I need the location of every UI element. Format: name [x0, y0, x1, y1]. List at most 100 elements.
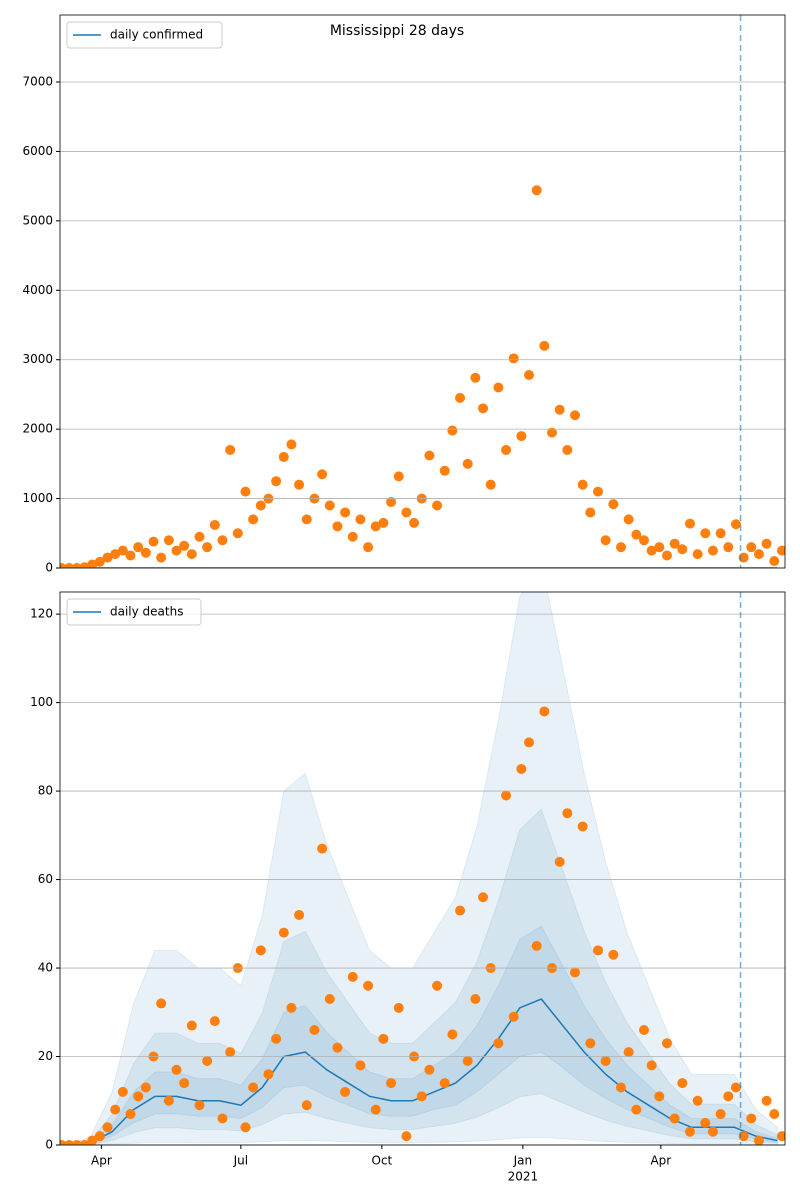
x-tick-label: Jul	[233, 1154, 248, 1168]
data-point	[301, 514, 312, 525]
data-point	[286, 1002, 297, 1013]
data-point	[301, 1100, 312, 1111]
y-tick-label: 7000	[22, 74, 53, 88]
data-point	[600, 535, 611, 546]
data-point	[669, 538, 680, 549]
data-point	[585, 1038, 596, 1049]
data-point	[401, 1131, 412, 1142]
data-point	[462, 458, 473, 469]
data-point	[700, 528, 711, 539]
data-point	[140, 547, 151, 558]
data-point	[485, 479, 496, 490]
data-point	[209, 1016, 220, 1027]
panel: 0 1000 2000 3000 4000 5000 6000 7000 Mississippi…	[22, 14, 786, 575]
y-tick-label: 1000	[22, 491, 53, 505]
data-point	[133, 1091, 144, 1102]
data-point	[516, 431, 527, 442]
data-point	[386, 1078, 397, 1089]
data-point	[133, 542, 144, 553]
data-point	[156, 552, 167, 563]
data-point	[432, 500, 443, 511]
data-point	[508, 1011, 519, 1022]
data-point	[432, 980, 443, 991]
data-point	[562, 808, 573, 819]
data-point	[608, 949, 619, 960]
data-point	[623, 514, 634, 525]
data-point	[255, 945, 266, 956]
data-point	[271, 1033, 282, 1044]
data-point	[516, 763, 527, 774]
chart-title: Mississippi 28 days	[330, 23, 464, 39]
data-point	[202, 542, 213, 553]
data-point	[217, 1113, 228, 1124]
data-point	[661, 550, 672, 561]
data-point	[340, 507, 351, 518]
data-point	[730, 1082, 741, 1093]
data-point	[424, 450, 435, 461]
x-tick-label: Apr	[650, 1154, 671, 1168]
data-point	[531, 185, 542, 196]
data-point	[232, 528, 243, 539]
data-point	[554, 404, 565, 415]
data-point	[524, 369, 535, 380]
data-point	[125, 1109, 136, 1120]
data-point	[79, 1140, 90, 1145]
data-point	[186, 549, 197, 560]
data-point	[217, 535, 228, 546]
legend-box	[66, 598, 202, 626]
data-point	[677, 1078, 688, 1089]
data-point	[585, 507, 596, 518]
data-point	[470, 994, 481, 1005]
data-point	[401, 507, 412, 518]
data-point	[776, 545, 785, 556]
data-point	[347, 971, 358, 982]
panel: 0 20 40 60 80 100 120 Apr Jul Oct Jan Apr 2021 daily …	[30, 591, 786, 1184]
data-point	[309, 1024, 320, 1035]
data-point	[240, 486, 251, 497]
data-point	[493, 1038, 504, 1049]
data-point	[71, 563, 82, 568]
data-point	[615, 542, 626, 553]
data-point	[439, 1078, 450, 1089]
data-point	[707, 1126, 718, 1137]
data-point	[684, 1126, 695, 1137]
data-point	[501, 790, 512, 801]
data-point	[746, 542, 757, 553]
data-point	[700, 1117, 711, 1128]
data-point	[447, 425, 458, 436]
data-point	[393, 1002, 404, 1013]
data-point	[370, 1104, 381, 1115]
y-tick-label: 5000	[22, 213, 53, 227]
y-tick-label: 100	[30, 695, 53, 709]
data-point	[447, 1029, 458, 1040]
data-point	[723, 542, 734, 553]
data-point	[355, 514, 366, 525]
data-point	[769, 1109, 780, 1120]
data-point	[94, 556, 105, 567]
data-point	[370, 521, 381, 532]
y-tick-label: 3000	[22, 352, 53, 366]
data-point	[692, 1095, 703, 1106]
data-point	[225, 444, 236, 455]
data-point	[225, 1047, 236, 1058]
y-tick-label: 80	[38, 784, 53, 798]
data-point	[340, 1086, 351, 1097]
plot-frame	[59, 14, 786, 569]
data-point	[570, 410, 581, 421]
uncertainty-band	[69, 808, 778, 1145]
data-point	[317, 469, 328, 480]
data-point	[547, 427, 558, 438]
data-point	[562, 444, 573, 455]
data-point	[707, 545, 718, 556]
data-point	[194, 1100, 205, 1111]
y-tick-label: 120	[30, 607, 53, 621]
legend-label: daily deaths	[110, 605, 183, 619]
data-point	[347, 531, 358, 542]
data-point	[715, 528, 726, 539]
data-point	[455, 392, 466, 403]
data-point	[202, 1055, 213, 1066]
data-point	[646, 1060, 657, 1071]
data-point	[539, 706, 550, 717]
data-point	[753, 1135, 764, 1145]
data-point	[332, 1042, 343, 1053]
